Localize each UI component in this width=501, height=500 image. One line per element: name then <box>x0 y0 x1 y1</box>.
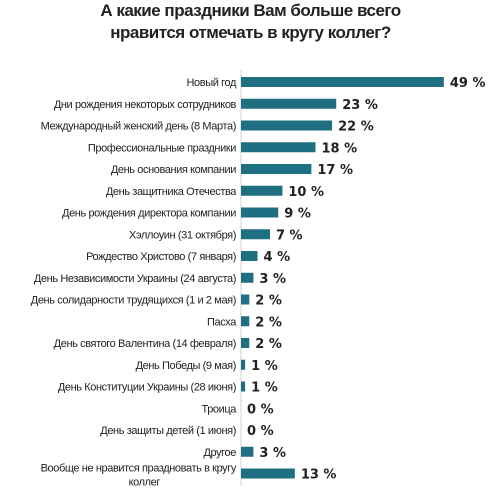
value-label: 17 % <box>317 163 353 178</box>
bar <box>241 446 254 457</box>
value-label: 2 % <box>255 294 282 309</box>
value-label: 1 % <box>251 381 278 396</box>
category-label: Новый год <box>187 77 237 89</box>
category-label: Вообще не нравится праздновать в кругу ко… <box>41 463 237 489</box>
value-label: 18 % <box>322 141 358 156</box>
category-label: Рождество Христово (7 января) <box>86 251 236 263</box>
category-label: День Конституции Украины (28 июня) <box>58 382 236 394</box>
bar <box>241 468 295 479</box>
value-label: 49 % <box>450 76 486 91</box>
category-label: День святого Валентина (14 февраля) <box>54 338 236 350</box>
bar <box>241 77 444 87</box>
category-label: День защиты детей (1 июня) <box>100 425 236 437</box>
bar <box>241 98 337 109</box>
category-label: Дни рождения некоторых сотрудников <box>54 99 237 111</box>
category-label: Международный женский день (8 Марта) <box>41 121 236 133</box>
category-label: Профессиональные праздники <box>88 142 236 154</box>
category-label: Хэллоуин (31 октября) <box>129 229 236 241</box>
bar <box>241 381 246 392</box>
bar <box>241 359 246 370</box>
chart-title-line-1: А какие праздники Вам больше всего <box>100 1 401 20</box>
bar <box>241 207 279 218</box>
category-label: Троица <box>202 403 238 415</box>
value-label: 0 % <box>247 424 274 439</box>
bar <box>241 251 258 261</box>
category-label: День основания компании <box>111 164 236 176</box>
value-label: 2 % <box>255 315 282 330</box>
category-label: День Победы (9 мая) <box>136 360 236 372</box>
category-label: День Независимости Украины (24 августа) <box>34 273 236 285</box>
bar <box>241 185 283 196</box>
value-label: 22 % <box>338 120 374 135</box>
value-label: 0 % <box>247 402 274 417</box>
bar <box>241 142 316 153</box>
bar <box>241 338 250 348</box>
bar <box>241 229 270 240</box>
value-label: 23 % <box>342 98 378 113</box>
category-label: Пасха <box>207 316 237 328</box>
category-label: День солидарности трудящихся (1 и 2 мая) <box>31 295 236 307</box>
value-label: 4 % <box>264 250 291 265</box>
bar <box>241 120 333 131</box>
value-label: 1 % <box>251 359 278 374</box>
bar <box>241 164 312 174</box>
value-label: 10 % <box>288 185 324 200</box>
value-label: 7 % <box>276 228 303 243</box>
bar <box>241 294 250 305</box>
value-label: 2 % <box>255 337 282 352</box>
category-label: Другое <box>203 447 236 459</box>
value-label: 13 % <box>301 468 337 483</box>
category-label: День рождения директора компании <box>62 208 236 220</box>
chart-title: А какие праздники Вам больше всего нрави… <box>0 0 501 44</box>
value-label: 3 % <box>259 272 286 287</box>
bar <box>241 316 250 327</box>
value-label: 3 % <box>259 446 286 461</box>
bar <box>241 272 254 283</box>
value-label: 9 % <box>284 207 311 222</box>
chart-title-line-2: нравится отмечать в кругу коллег? <box>110 23 391 42</box>
category-label: День защитника Отечества <box>106 186 237 198</box>
